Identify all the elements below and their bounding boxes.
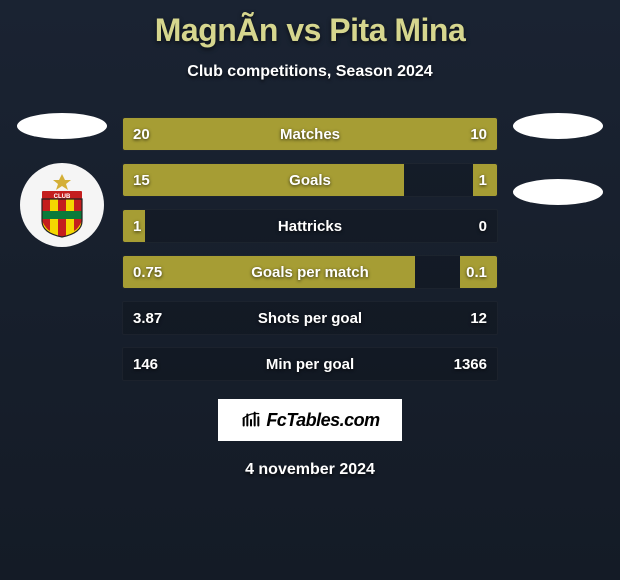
stat-value-right: 0.1 xyxy=(466,264,487,281)
brand-text: FcTables.com xyxy=(266,410,379,431)
brand-box[interactable]: FcTables.com xyxy=(218,399,401,441)
left-side-column: CLUB xyxy=(12,117,112,381)
stat-row: 151Goals xyxy=(122,163,498,197)
stat-value-left: 20 xyxy=(133,126,150,143)
stat-value-left: 15 xyxy=(133,172,150,189)
stat-bar-right: 1 xyxy=(473,164,497,196)
stat-row: 146 1366Min per goal xyxy=(122,347,498,381)
stat-bar-left: 1 xyxy=(123,210,145,242)
date-label: 4 november 2024 xyxy=(245,461,375,479)
stat-label: Min per goal xyxy=(123,348,497,380)
stat-bar-right: 10 xyxy=(372,118,497,150)
stat-bar-left: 20 xyxy=(123,118,372,150)
right-player-placeholder xyxy=(513,113,603,139)
stat-bar-right: 0.1 xyxy=(460,256,497,288)
left-club-badge: CLUB xyxy=(20,163,104,247)
left-player-placeholder xyxy=(17,113,107,139)
stat-value-left: 146 xyxy=(133,348,158,380)
stat-row: 1 0Hattricks xyxy=(122,209,498,243)
main-row: CLUB 2010Matches151Goals10Hattricks0.750… xyxy=(0,117,620,381)
fctables-logo-icon xyxy=(240,409,262,431)
stat-value-right: 12 xyxy=(470,302,487,334)
stat-value-left: 3.87 xyxy=(133,302,162,334)
stat-value-right: 0 xyxy=(479,210,487,242)
page-title: MagnÃn vs Pita Mina xyxy=(155,12,466,49)
stat-value-left: 1 xyxy=(133,218,141,235)
stat-row: 0.750.1Goals per match xyxy=(122,255,498,289)
club-crest-icon: CLUB xyxy=(34,171,90,239)
stat-value-right: 1 xyxy=(479,172,487,189)
stats-column: 2010Matches151Goals10Hattricks0.750.1Goa… xyxy=(122,117,498,381)
right-side-column xyxy=(508,117,608,381)
subtitle: Club competitions, Season 2024 xyxy=(187,63,432,81)
stat-value-right: 10 xyxy=(470,126,487,143)
stat-label: Shots per goal xyxy=(123,302,497,334)
stat-row: 2010Matches xyxy=(122,117,498,151)
stat-value-right: 1366 xyxy=(454,348,487,380)
stat-bar-left: 0.75 xyxy=(123,256,415,288)
stat-value-left: 0.75 xyxy=(133,264,162,281)
stat-row: 3.87 12Shots per goal xyxy=(122,301,498,335)
stat-label: Hattricks xyxy=(123,210,497,242)
stat-bar-left: 15 xyxy=(123,164,404,196)
right-club-placeholder xyxy=(513,179,603,205)
